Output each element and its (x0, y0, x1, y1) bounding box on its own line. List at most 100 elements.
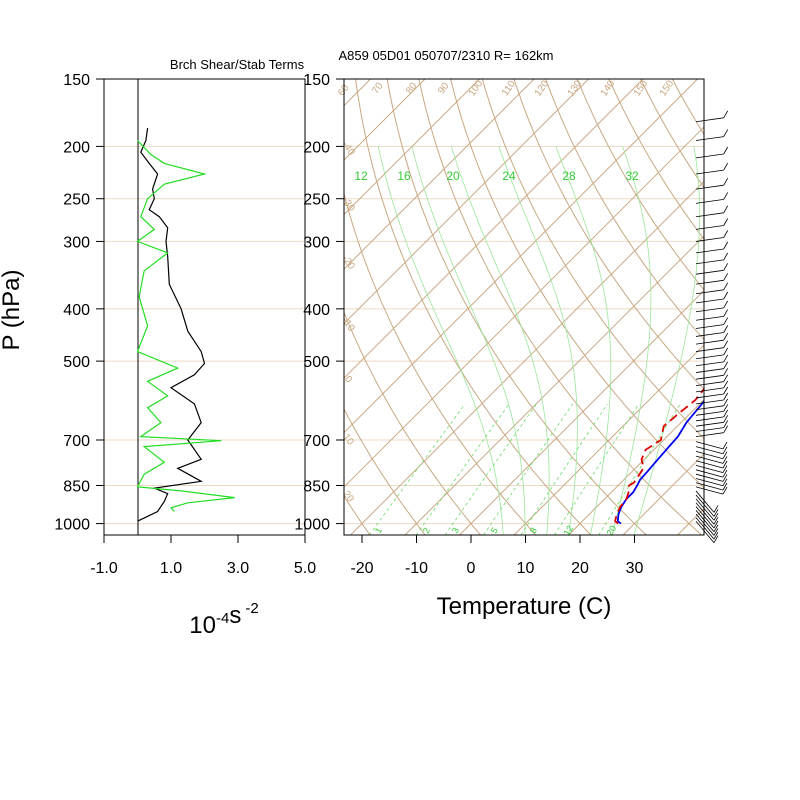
dry-adiabat (640, 79, 704, 189)
wind-barb-staff (695, 432, 724, 438)
y-tick-label: 1000 (294, 517, 330, 534)
wind-barb-flag (722, 486, 728, 495)
wind-barb-flag (713, 531, 719, 540)
isotherm (677, 507, 704, 535)
x-tick-label: 5.0 (294, 560, 316, 577)
wind-barb-flag (723, 110, 729, 118)
skewt-panel: 60 70 80 90 100 110 120 130 140 150-40-30-20-1001… (0, 72, 729, 620)
y-axis-label: P (hPa) (0, 270, 25, 351)
wind-barb-staff (695, 399, 724, 405)
wind-barb-flag (713, 535, 719, 543)
isotherm (0, 79, 262, 535)
dry-adiabat-label: 150 (632, 78, 651, 98)
dry-adiabat-label: 120 (533, 78, 552, 98)
wind-barb-flag (722, 460, 728, 469)
mixing-ratio-line (520, 403, 608, 535)
isotherm (513, 344, 704, 535)
wind-barb-flag (723, 178, 729, 186)
y-tick-label: 150 (63, 72, 90, 89)
moist-adiabat-label: 16 (397, 169, 411, 183)
wind-barb-staff (695, 289, 724, 295)
y-tick-label: 500 (63, 354, 90, 371)
x-tick-label: 0 (467, 560, 476, 577)
moist-adiabat-label: 28 (562, 169, 576, 183)
wind-barb-flag (722, 451, 728, 459)
temperature-profile (616, 399, 704, 525)
wind-barb-flag (713, 528, 719, 536)
wind-barb-flag (722, 456, 728, 464)
x-label-exp: -4 (216, 610, 229, 627)
y-tick-label: 300 (303, 234, 330, 251)
isotherm (568, 398, 704, 535)
wind-barb-staff (695, 381, 724, 386)
mixing-ratio-label: 20 (605, 524, 619, 538)
wind-barb-staff (695, 455, 724, 464)
dry-adiabat (344, 311, 481, 535)
x-tick-label: 3.0 (227, 560, 249, 577)
wind-barb-flag (723, 241, 729, 250)
dry-adiabat (355, 79, 592, 535)
wind-barb-staff (695, 494, 715, 517)
dry-adiabat (344, 407, 426, 535)
left-x-axis-label: 10-4s -2 (189, 600, 258, 639)
temperature-axis-label: Temperature (C) (437, 593, 612, 620)
dry-adiabat-label: 110 (500, 79, 518, 99)
y-tick-label: 700 (63, 433, 90, 450)
mixing-ratio-label: 5 (489, 526, 500, 535)
wind-barb-staff (695, 441, 724, 450)
y-tick-label: 500 (303, 354, 330, 371)
left-x-axis: -1.0 1.0 3.0 5.0 (90, 535, 316, 577)
wind-barb-staff (695, 298, 724, 304)
y-tick-label: 400 (63, 302, 90, 319)
wind-barb-staff (695, 416, 724, 422)
wind-barb-flag (723, 162, 729, 171)
x-tick-label: 30 (626, 560, 644, 577)
wind-barb-flag (723, 340, 729, 348)
dry-adiabat-label: 130 (566, 78, 585, 98)
y-tick-label: 250 (63, 192, 90, 209)
wind-barb-flag (723, 374, 729, 382)
wind-barb-flag (722, 478, 728, 486)
left-panel: 150 200 250 300 400 500 700 850 1000 -1.0 1.0 3.0 5… (0, 72, 316, 639)
wind-barb-flag (723, 230, 729, 238)
stability-term-line (137, 128, 206, 522)
wind-barb-staff (695, 502, 715, 525)
isotherm-label: -40 (339, 139, 357, 158)
mixing-ratio-line (554, 403, 640, 535)
wind-barb-flag (723, 354, 729, 363)
right-panel-title: A859 05D01 050707/2310 R= 162km (338, 48, 553, 63)
wind-barb-staff (695, 464, 724, 473)
isotherm (344, 79, 589, 325)
moist-adiabat (611, 146, 652, 535)
wind-barb-staff (695, 498, 715, 521)
y-tick-label: 250 (303, 192, 330, 209)
wind-barb-flag (723, 415, 729, 423)
wind-barb-flag (713, 517, 719, 525)
wind-barb-staff (695, 482, 724, 491)
x-tick-label: 20 (571, 560, 589, 577)
wind-barb-staff (695, 411, 724, 416)
moist-adiabat (411, 146, 526, 535)
wind-barb-staff (695, 169, 724, 175)
wind-barb-staff (695, 490, 715, 513)
dry-adiabat (344, 495, 371, 535)
y-tick-label: 850 (63, 478, 90, 495)
skewt-grid (0, 79, 704, 535)
isotherm-label: -20 (339, 253, 357, 272)
wind-barb-flag (723, 263, 729, 271)
wind-barb-flag (723, 146, 729, 155)
wind-barb-staff (695, 460, 724, 469)
dry-adiabat-label: 70 (370, 80, 386, 96)
wind-barb-staff (695, 478, 724, 487)
dewpoint-profile (614, 387, 704, 525)
wind-barb-staff (695, 513, 715, 536)
isotherm (459, 289, 704, 535)
wind-barb-staff (695, 374, 724, 380)
mixing-ratio-line (369, 403, 466, 535)
moist-adiabat (498, 146, 578, 535)
isotherm (344, 79, 535, 270)
mixing-ratio-line (444, 403, 537, 535)
wind-barb-flag (713, 509, 719, 517)
y-tick-label: 400 (303, 302, 330, 319)
